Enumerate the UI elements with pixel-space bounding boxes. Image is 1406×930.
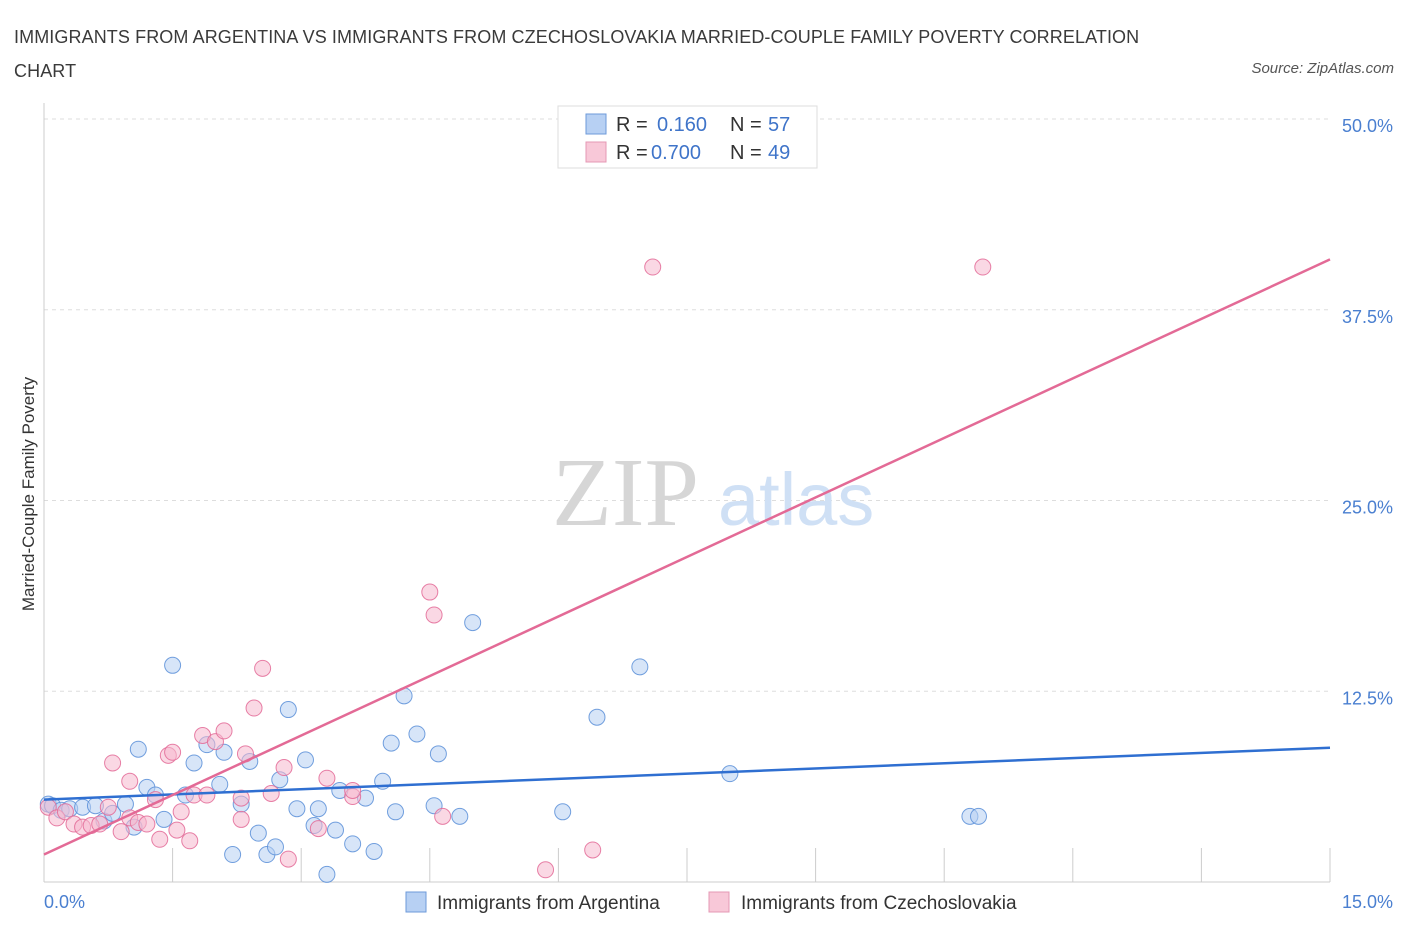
point-czechoslovakia-30 [254, 659, 272, 677]
point-czechoslovakia-29 [245, 699, 263, 717]
legend: R = 0.160 N = 57 R = 0.700 N = 49 [557, 105, 818, 169]
point-czechoslovakia-19 [172, 803, 190, 821]
x-tick-label-max: 15.0% [1342, 892, 1393, 912]
point-argentina-13 [155, 810, 173, 828]
point-czechoslovakia-27 [232, 789, 250, 807]
point-czechoslovakia-9 [112, 823, 130, 841]
point-czechoslovakia-26 [232, 810, 250, 828]
point-czechoslovakia-17 [164, 743, 182, 761]
point-argentina-20 [224, 846, 242, 864]
point-argentina-37 [365, 842, 383, 860]
legend-swatch-blue [585, 113, 607, 135]
legend-r-label-pink: R = [616, 142, 648, 164]
legend-r-value-pink: 0.700 [651, 142, 701, 164]
point-czechoslovakia-44 [974, 258, 992, 276]
x-tick-label-min: 0.0% [44, 892, 85, 912]
point-czechoslovakia-35 [318, 769, 336, 787]
legend-n-value-pink: 49 [768, 142, 790, 164]
legend-r-value-blue: 0.160 [657, 114, 707, 136]
point-argentina-25 [266, 838, 284, 856]
point-argentina-48 [588, 708, 606, 726]
point-czechoslovakia-2 [56, 803, 74, 821]
point-argentina-42 [408, 725, 426, 743]
series-czechoslovakia-points [39, 258, 992, 879]
y-tick-label-3: 50.0% [1342, 116, 1393, 136]
legend-swatch-pink [585, 141, 607, 163]
y-tick-labels: 12.5% 25.0% 37.5% 50.0% [1342, 116, 1393, 708]
point-argentina-46 [464, 614, 482, 632]
watermark-zip: ZIP [552, 439, 699, 547]
chart-title: IMMIGRANTS FROM ARGENTINA VS IMMIGRANTS … [14, 27, 1140, 81]
watermark: ZIP atlas [552, 439, 874, 547]
point-argentina-32 [318, 865, 336, 883]
point-czechoslovakia-23 [198, 786, 216, 804]
point-czechoslovakia-43 [644, 258, 662, 276]
trend-line-argentina [43, 746, 1331, 801]
bottom-legend-label-czechoslovakia: Immigrants from Czechoslovakia [741, 893, 1017, 914]
watermark-atlas: atlas [718, 458, 874, 541]
legend-n-label-pink: N = [730, 142, 762, 164]
source-label: Source: ZipAtlas.com [1251, 60, 1394, 77]
point-argentina-10 [129, 740, 147, 758]
point-czechoslovakia-31 [262, 784, 280, 802]
point-argentina-33 [326, 821, 344, 839]
point-czechoslovakia-18 [168, 821, 186, 839]
point-czechoslovakia-39 [425, 606, 443, 624]
point-argentina-14 [164, 656, 182, 674]
bottom-legend: Immigrants from Argentina Immigrants fro… [405, 891, 1017, 914]
bottom-legend-label-argentina: Immigrants from Argentina [437, 893, 660, 914]
point-argentina-31 [309, 800, 327, 818]
grid-lines [44, 118, 1330, 692]
point-argentina-40 [387, 803, 405, 821]
legend-n-label-blue: N = [730, 114, 762, 136]
point-czechoslovakia-25 [215, 722, 233, 740]
point-czechoslovakia-32 [275, 759, 293, 777]
point-argentina-16 [185, 754, 203, 772]
point-argentina-49 [631, 658, 649, 676]
point-czechoslovakia-7 [99, 798, 117, 816]
point-argentina-29 [296, 751, 314, 769]
point-czechoslovakia-8 [104, 754, 122, 772]
point-argentina-44 [429, 745, 447, 763]
point-czechoslovakia-11 [121, 772, 139, 790]
y-tick-label-0: 12.5% [1342, 688, 1393, 708]
x-ticks [172, 848, 1331, 882]
point-argentina-39 [382, 734, 400, 752]
point-argentina-45 [451, 807, 469, 825]
point-czechoslovakia-15 [151, 830, 169, 848]
legend-r-label-blue: R = [616, 114, 648, 136]
point-czechoslovakia-37 [344, 781, 362, 799]
point-czechoslovakia-20 [181, 832, 199, 850]
point-argentina-28 [288, 800, 306, 818]
point-argentina-23 [249, 824, 267, 842]
point-czechoslovakia-34 [309, 820, 327, 838]
point-argentina-47 [554, 803, 572, 821]
bottom-legend-swatch-argentina [405, 891, 427, 913]
y-tick-label-1: 25.0% [1342, 498, 1393, 518]
trend-line-czechoslovakia [43, 258, 1331, 856]
point-argentina-35 [344, 835, 362, 853]
point-argentina-18 [211, 775, 229, 793]
point-czechoslovakia-33 [279, 850, 297, 868]
legend-n-value-blue: 57 [768, 114, 790, 136]
y-axis-label: Married-Couple Family Poverty [19, 376, 38, 611]
trend-lines [43, 258, 1331, 856]
point-czechoslovakia-13 [138, 815, 156, 833]
point-czechoslovakia-42 [584, 841, 602, 859]
point-czechoslovakia-41 [537, 861, 555, 879]
bottom-legend-swatch-czechoslovakia [708, 891, 730, 913]
point-argentina-52 [969, 807, 987, 825]
point-czechoslovakia-40 [434, 807, 452, 825]
y-tick-label-2: 37.5% [1342, 307, 1393, 327]
point-czechoslovakia-38 [421, 583, 439, 601]
point-argentina-50 [721, 765, 739, 783]
point-argentina-27 [279, 701, 297, 719]
